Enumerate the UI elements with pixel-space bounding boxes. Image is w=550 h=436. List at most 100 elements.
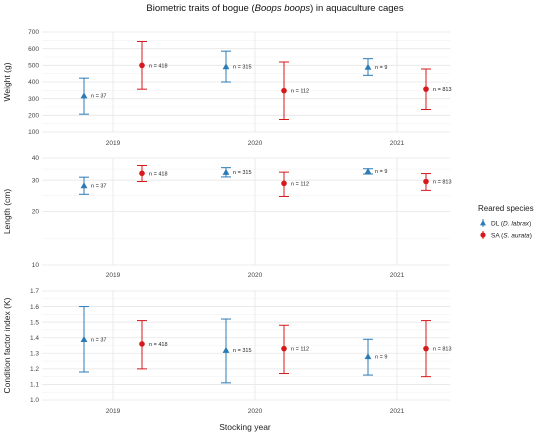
n-label: n = 315 (233, 170, 252, 176)
x-tick-label: 2019 (106, 272, 121, 279)
y-tick-label: 1.2 (30, 366, 39, 373)
n-label: n = 37 (91, 337, 106, 343)
circle-marker (281, 180, 287, 187)
n-label: n = 9 (375, 354, 387, 360)
n-label: n = 418 (149, 171, 168, 177)
triangle-marker (364, 63, 372, 70)
n-label: n = 315 (233, 348, 252, 354)
y-tick-label: 1.4 (30, 335, 39, 342)
y-tick-label: 1.1 (30, 382, 39, 389)
legend-label-suffix: ) (530, 232, 532, 239)
chart-title: Biometric traits of bogue (Boops boops) … (146, 3, 403, 14)
n-label: n = 9 (375, 169, 387, 175)
y-tick-label: 1.3 (30, 350, 39, 357)
n-label: n = 813 (433, 180, 452, 186)
circle-marker (423, 345, 429, 352)
x-axis-title: Stocking year (219, 422, 271, 432)
data-point-DL-2020: n = 315 (221, 50, 252, 83)
data-point-DL-2019: n = 37 (79, 306, 106, 373)
y-tick-label: 700 (28, 29, 39, 36)
legend-label-species: S. aurata (503, 232, 530, 239)
x-tick-label: 2020 (248, 408, 263, 415)
y-axis-title: Length (cm) (2, 189, 12, 235)
data-point-SA-2019: n = 418 (137, 320, 168, 370)
legend-label-species: D. labrax (503, 220, 530, 227)
x-tick-label: 2021 (390, 272, 405, 279)
circle-marker (423, 86, 429, 92)
circle-marker (139, 170, 145, 177)
n-label: n = 112 (291, 89, 309, 95)
circle-marker (281, 345, 287, 352)
triangle-marker (364, 353, 372, 360)
x-tick-label: 2021 (390, 408, 405, 415)
n-label: n = 418 (149, 63, 168, 69)
n-label: n = 813 (433, 87, 452, 93)
data-point-DL-2019: n = 37 (79, 77, 106, 115)
triangle-marker (80, 182, 88, 189)
circle-marker (281, 87, 287, 94)
panel-1: 100 200 300 400 500 600 700 2019 2020 2021 Weight … (2, 29, 452, 147)
y-axis-title: Weight (g) (2, 62, 12, 101)
n-label: n = 813 (433, 347, 452, 353)
y-axis-title: Condition factor index (K) (2, 297, 12, 393)
data-point-SA-2021: n = 813 (421, 320, 452, 378)
y-tick-label: 100 (28, 129, 39, 136)
legend-entry-SA: SA (S. aurata) (480, 231, 532, 239)
legend-label-prefix: SA ( (491, 232, 504, 239)
data-point-DL-2019: n = 37 (79, 176, 106, 195)
triangle-marker (80, 335, 88, 342)
y-tick-label: 500 (28, 63, 39, 70)
data-point-SA-2020: n = 112 (279, 171, 309, 197)
triangle-marker (222, 346, 230, 353)
y-tick-label: 1.5 (30, 319, 39, 326)
n-label: n = 315 (233, 65, 252, 71)
data-point-DL-2021: n = 9 (363, 338, 387, 376)
circle-marker (423, 178, 429, 185)
y-tick-label: 30 (32, 177, 40, 184)
n-label: n = 9 (375, 65, 387, 71)
legend-triangle-marker (480, 220, 486, 226)
triangle-marker (80, 92, 88, 99)
y-tick-label: 1.7 (30, 288, 39, 295)
data-point-DL-2021: n = 9 (363, 58, 387, 76)
y-tick-label: 400 (28, 79, 39, 86)
y-tick-label: 1.6 (30, 304, 39, 311)
y-tick-label: 20 (32, 209, 40, 216)
triangle-marker (364, 167, 372, 174)
legend-entry-DL: DL (D. labrax) (480, 219, 531, 227)
x-tick-label: 2021 (390, 140, 405, 147)
y-tick-label: 200 (28, 113, 39, 120)
n-label: n = 112 (291, 181, 309, 187)
legend-title: Reared species (478, 204, 534, 213)
data-point-SA-2020: n = 112 (279, 324, 309, 375)
panel-2: 10 20 30 40 2019 2020 2021 Length (cm) n = 37 n =… (2, 155, 452, 279)
data-point-DL-2020: n = 315 (221, 318, 252, 384)
circle-marker (139, 62, 145, 69)
data-point-DL-2021: n = 9 (363, 167, 387, 175)
n-label: n = 418 (149, 342, 168, 348)
n-label: n = 112 (291, 347, 309, 353)
triangle-marker (222, 63, 230, 70)
data-point-SA-2021: n = 813 (421, 68, 452, 110)
triangle-marker (222, 168, 230, 175)
data-point-SA-2020: n = 112 (279, 61, 309, 120)
n-label: n = 37 (91, 184, 106, 190)
y-tick-label: 40 (32, 155, 40, 162)
panels: 100 200 300 400 500 600 700 2019 2020 2021 Weight … (2, 29, 452, 415)
x-tick-label: 2020 (248, 272, 263, 279)
data-point-SA-2019: n = 418 (137, 164, 168, 183)
y-tick-label: 1.0 (30, 397, 39, 404)
legend-circle-marker (480, 232, 486, 238)
legend-label: SA (S. aurata) (491, 232, 532, 239)
y-tick-label: 300 (28, 96, 39, 103)
data-point-DL-2020: n = 315 (221, 167, 252, 178)
x-tick-label: 2019 (106, 140, 121, 147)
legend-label-prefix: DL ( (491, 220, 504, 227)
data-point-SA-2021: n = 813 (421, 173, 452, 191)
data-point-SA-2019: n = 418 (137, 41, 168, 90)
circle-marker (139, 341, 145, 347)
y-tick-label: 600 (28, 46, 39, 53)
y-tick-label: 10 (32, 262, 40, 269)
